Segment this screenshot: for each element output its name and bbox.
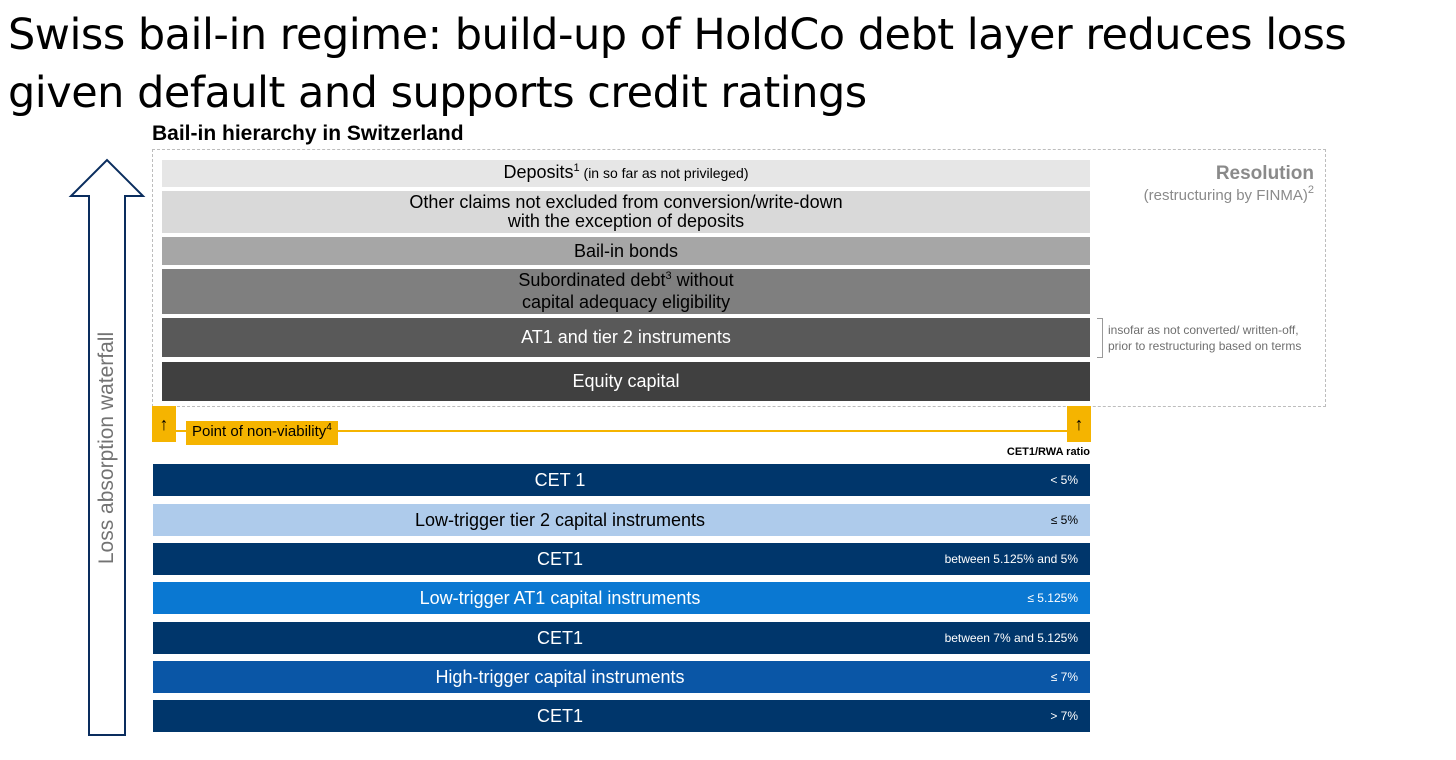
tier-label: Low-trigger AT1 capital instruments (419, 588, 701, 608)
upward-arrow-icon (68, 158, 146, 736)
tier-bar: Low-trigger tier 2 capital instruments ≤ … (153, 504, 1090, 536)
pnv-left-arrow-icon: ↑ (152, 406, 176, 442)
hierarchy-bar-at1-tier2: AT1 and tier 2 instruments (162, 318, 1090, 357)
tier-ratio: between 5.125% and 5% (944, 552, 1078, 566)
tier-label: CET1 (536, 549, 583, 569)
tier-bar: CET1 between 7% and 5.125% (153, 622, 1090, 654)
tier-bar: Low-trigger AT1 capital instruments ≤ 5.1… (153, 582, 1090, 614)
resolution-box (152, 149, 1326, 407)
hierarchy-bar-other-claims: Other claims not excluded from conversio… (162, 191, 1090, 233)
tier-ratio: > 7% (1050, 709, 1078, 723)
tier-ratio: between 7% and 5.125% (944, 631, 1078, 645)
bracket-note: insofar as not converted/ written-off, p… (1108, 323, 1302, 353)
tier-bar: CET 1 < 5% (153, 464, 1090, 496)
hierarchy-bar-bail-in-bonds: Bail-in bonds (162, 237, 1090, 265)
tier-ratio: ≤ 5% (1050, 513, 1078, 527)
hierarchy-bar-equity-capital: Equity capital (162, 362, 1090, 401)
tier-label: Low-trigger tier 2 capital instruments (414, 510, 706, 530)
tier-bar: High-trigger capital instruments ≤ 7% (153, 661, 1090, 693)
tier-ratio: ≤ 5.125% (1027, 591, 1078, 605)
hierarchy-bar-subordinated-debt: Subordinated debt3 without capital adequ… (162, 269, 1090, 314)
bracket (1097, 318, 1103, 358)
waterfall-label: Loss absorption waterfall (95, 331, 118, 565)
tier-bar: CET1 > 7% (153, 700, 1090, 732)
resolution-title: Resolution (1215, 163, 1314, 184)
slide-title: Swiss bail-in regime: build-up of HoldCo… (8, 10, 1347, 118)
tier-label: High-trigger capital instruments (435, 667, 685, 687)
tier-bar: CET1 between 5.125% and 5% (153, 543, 1090, 575)
pnv-label: Point of non-viability4 (186, 421, 338, 445)
tier-label: CET1 (536, 706, 583, 726)
tier-label: CET1 (536, 628, 583, 648)
chart-subtitle: Bail-in hierarchy in Switzerland (152, 122, 464, 145)
tier-ratio: ≤ 7% (1050, 670, 1078, 684)
tier-label: CET 1 (534, 470, 586, 490)
hierarchy-bar-deposits: Deposits1 (in so far as not privileged) (162, 160, 1090, 187)
pnv-line (176, 430, 1068, 432)
ratio-header: CET1/RWA ratio (1006, 446, 1090, 458)
resolution-subtitle: (restructuring by FINMA)2 (1143, 184, 1314, 204)
pnv-right-arrow-icon: ↑ (1067, 406, 1091, 442)
tier-ratio: < 5% (1050, 473, 1078, 487)
